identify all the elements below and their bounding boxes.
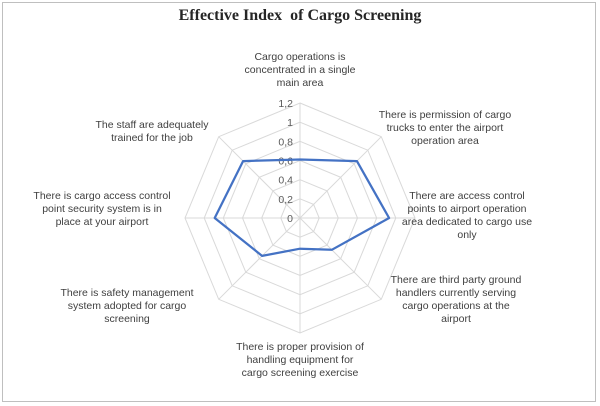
tick-label: 0: [287, 213, 293, 225]
axis-label: There is permission of cargo trucks to en…: [379, 109, 512, 147]
series-line: [213, 158, 391, 258]
axis-label: The staff are adequately trained for the …: [95, 119, 209, 144]
tick-label: 1: [287, 117, 293, 129]
tick-label: 0,6: [278, 156, 293, 168]
axis-label: There is cargo access control point secur…: [33, 190, 170, 228]
axis-label: There is proper provision of handling equ…: [236, 341, 364, 379]
axis-label: Cargo operations is concentrated in a sin…: [245, 51, 356, 89]
grid-spoke: [218, 136, 301, 219]
axis-label: There are third party ground handlers cur…: [391, 274, 522, 325]
axis-label: There are access control points to airpor…: [402, 190, 532, 241]
grid-spoke: [299, 136, 382, 219]
tick-label: 0,2: [278, 194, 293, 206]
grid-spoke: [299, 217, 382, 300]
tick-label: 0,8: [278, 136, 293, 148]
tick-label: 1,2: [278, 98, 293, 110]
tick-label: 0,4: [278, 175, 293, 187]
grid-spoke: [218, 217, 301, 300]
chart-title: Effective Index of Cargo Screening: [178, 7, 422, 24]
chart-frame: [2, 2, 596, 402]
axis-label: There is safety management system adopted…: [60, 287, 193, 325]
